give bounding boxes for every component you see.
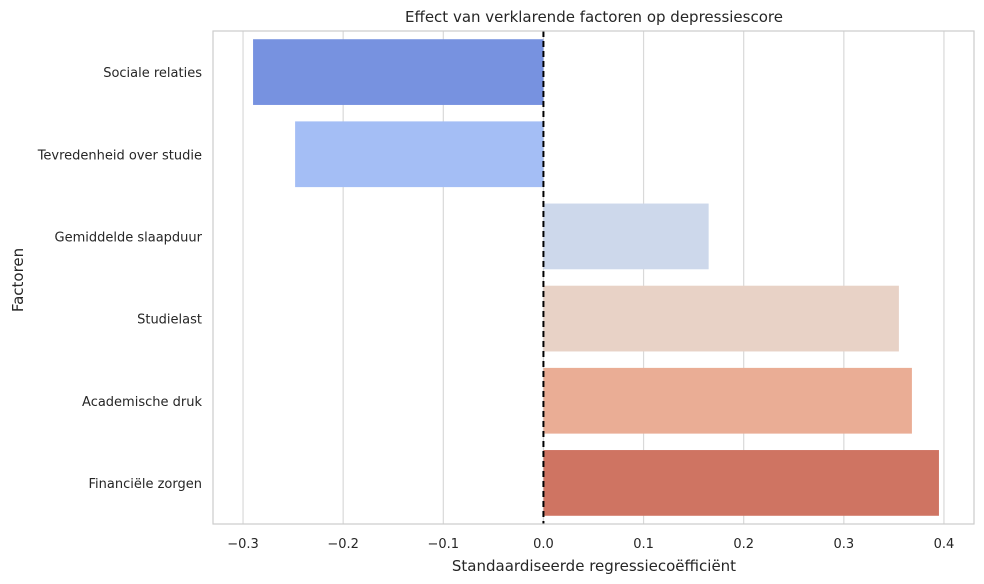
bar — [253, 39, 544, 105]
y-tick-label: Academische druk — [82, 395, 202, 410]
x-tick-label: −0.1 — [428, 537, 460, 552]
x-tick-label: 0.1 — [633, 537, 654, 552]
x-tick-label: 0.3 — [833, 537, 854, 552]
y-tick-labels: Sociale relaties Tevredenheid over studie… — [37, 66, 203, 492]
x-tick-label: −0.3 — [227, 537, 259, 552]
y-tick-label: Financiële zorgen — [89, 477, 202, 492]
plot-frame — [212, 30, 975, 525]
x-tick-labels: −0.3 −0.2 −0.1 0.0 0.1 0.2 0.3 0.4 — [227, 537, 954, 552]
y-tick-label: Studielast — [137, 313, 202, 328]
y-tick-label: Tevredenheid over studie — [37, 148, 202, 163]
x-tick-label: 0.0 — [533, 537, 554, 552]
x-axis-label: Standaardiseerde regressiecoëfficiënt — [452, 557, 736, 575]
x-tick-label: 0.4 — [934, 537, 955, 552]
y-axis-label: Factoren — [9, 248, 27, 312]
bar — [543, 203, 709, 270]
chart-title: Effect van verklarende factoren op depre… — [405, 8, 783, 26]
y-tick-label: Gemiddelde slaapduur — [55, 230, 203, 245]
y-tick-label: Sociale relaties — [103, 66, 202, 81]
x-tick-label: −0.2 — [327, 537, 359, 552]
bar — [543, 285, 899, 352]
bars — [253, 39, 939, 516]
bar — [543, 367, 912, 434]
x-tick-label: 0.2 — [733, 537, 754, 552]
bar — [543, 450, 939, 516]
bar — [295, 121, 544, 188]
